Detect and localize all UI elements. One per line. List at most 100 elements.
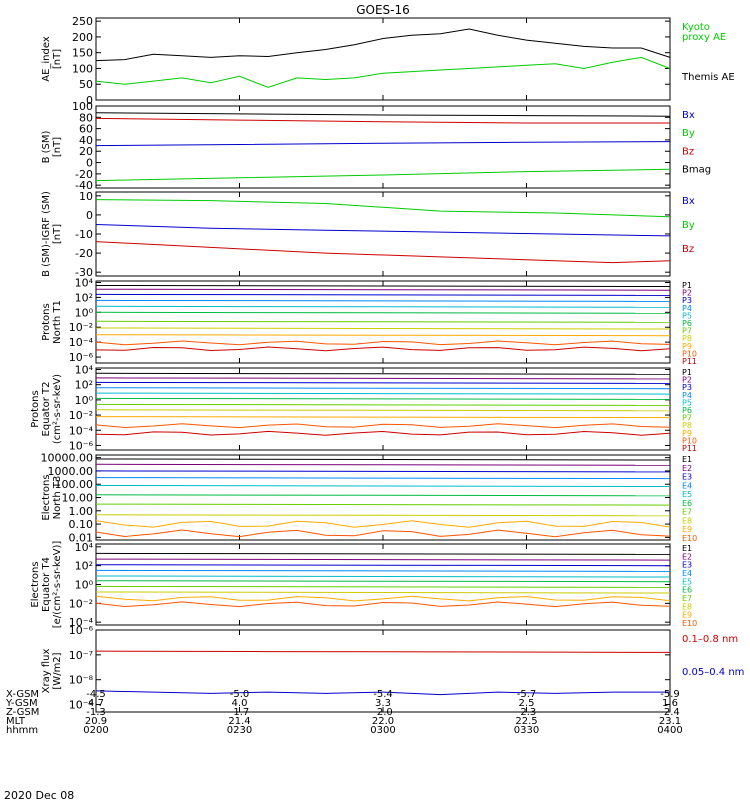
y-tick-label: 10⁻⁷ xyxy=(69,649,93,662)
y-tick-label: 10⁴ xyxy=(75,276,94,289)
series-black xyxy=(95,112,671,117)
channel-line-P3 xyxy=(95,381,671,384)
y-tick-label: 10⁰ xyxy=(75,579,94,592)
y-tick-label: 80 xyxy=(79,111,93,124)
panel-bigrf: 10 0 -10 -20 -30 B (SM)-IGRF (SM) [nT] Bx By Bz xyxy=(41,190,695,279)
series-red xyxy=(95,650,671,653)
y-tick-label: 10 xyxy=(79,190,93,203)
y-axis-label: B (SM) xyxy=(41,130,52,163)
channel-line-P6 xyxy=(95,397,671,400)
y-tick-label: 10² xyxy=(75,379,93,392)
y-tick-label: 10² xyxy=(75,560,93,573)
y-tick-label: 10000.00 xyxy=(41,452,94,465)
x-row-label: X-GSM xyxy=(6,689,39,700)
channel-label: E10 xyxy=(682,619,697,628)
x-tick-value: 2.5 xyxy=(519,698,535,709)
channel-line-E10 xyxy=(95,601,671,608)
y-tick-label: 60 xyxy=(79,123,93,136)
y-tick-label: 10⁻⁶ xyxy=(69,439,94,452)
x-tick-value: -1.3 xyxy=(86,707,106,718)
channel-line-P4 xyxy=(95,299,671,302)
x-axis-labels: X-GSM -4.5 -5.0 -5.4 -5.7 -5.9 Y-GSM 4.7 4.0 3.3 2… xyxy=(5,689,683,736)
channel-line-E10 xyxy=(95,529,671,538)
channel-line-P10 xyxy=(95,340,671,346)
series-blue xyxy=(95,224,671,237)
y-tick-label: 10⁰ xyxy=(75,306,94,319)
panel-eequator: 10⁴ 10² 10⁰ 10⁻² 10⁻⁴ Electrons Equator T4 [e/(… xyxy=(30,541,697,630)
x-row-label: Z-GSM xyxy=(6,707,39,718)
legend-entry: Bz xyxy=(682,244,694,255)
channel-label: P9 xyxy=(682,429,692,438)
x-tick-value: 23.1 xyxy=(659,716,681,727)
y-axis-label: Electrons xyxy=(41,474,52,520)
channel-line-E4 xyxy=(95,569,671,572)
channel-label: P5 xyxy=(682,311,692,320)
y-tick-label: 10⁻⁴ xyxy=(69,336,94,349)
channel-line-P3 xyxy=(95,293,671,296)
channel-line-E8 xyxy=(95,591,671,594)
channel-label: P6 xyxy=(682,406,692,415)
channel-label: E5 xyxy=(682,577,692,586)
x-tick-value: -5.0 xyxy=(230,689,250,700)
y-axis-label: [W/m2] xyxy=(52,652,63,689)
channel-label: P1 xyxy=(682,281,692,290)
channel-label: P3 xyxy=(682,296,692,305)
channel-label: E2 xyxy=(682,464,692,473)
channel-label: P5 xyxy=(682,398,692,407)
y-axis-label: Equator T2 xyxy=(41,382,52,437)
channel-label: E3 xyxy=(682,473,692,482)
channel-line-E9 xyxy=(95,595,671,602)
channel-label: E6 xyxy=(682,499,692,508)
channel-line-P11 xyxy=(95,430,671,436)
series-green xyxy=(95,56,671,88)
y-tick-label: 150 xyxy=(72,47,93,60)
channel-line-P6 xyxy=(95,311,671,314)
panel-frame xyxy=(95,105,671,189)
x-tick-value: -2.3 xyxy=(517,707,537,718)
channel-line-E6 xyxy=(95,494,671,497)
y-tick-label: 1.00 xyxy=(69,505,94,518)
y-tick-label: 0.10 xyxy=(69,518,94,531)
y-tick-label: 0.01 xyxy=(69,531,94,544)
x-tick-value: 4.7 xyxy=(88,698,104,709)
series-green xyxy=(95,168,671,182)
x-tick-value: 22.5 xyxy=(515,716,537,727)
x-tick-value: 4.0 xyxy=(232,698,248,709)
channel-label: E1 xyxy=(682,455,692,464)
panel-xray: 10⁻⁶ 10⁻⁷ 10⁻⁸ 10⁻⁹ Xray flux [W/m2] 0.1–0.8 n… xyxy=(41,624,744,713)
y-axis-label: Protons xyxy=(30,390,41,427)
y-tick-label: -40 xyxy=(75,179,93,192)
x-tick-value: 0230 xyxy=(227,725,252,736)
x-row-label: Y-GSM xyxy=(5,698,38,709)
x-tick-value: 0330 xyxy=(514,725,539,736)
channel-line-E3 xyxy=(95,470,671,473)
channel-line-E1 xyxy=(95,458,671,461)
channel-line-P2 xyxy=(95,288,671,291)
date-label: 2020 Dec 08 xyxy=(4,789,74,800)
y-tick-label: -20 xyxy=(75,247,93,260)
y-axis-label: Equator T4 xyxy=(41,557,52,612)
legend-entry: Bz xyxy=(682,146,694,157)
y-tick-label: 10⁻⁸ xyxy=(69,674,94,687)
series-blue xyxy=(95,690,670,696)
x-tick-value: -2.0 xyxy=(373,707,393,718)
y-tick-label: 50 xyxy=(79,78,93,91)
channel-label: E9 xyxy=(682,525,692,534)
y-axis-label: [nT] xyxy=(52,137,63,157)
y-tick-label: 0 xyxy=(86,94,93,107)
channel-line-E5 xyxy=(95,485,671,487)
y-tick-label: 10⁻⁴ xyxy=(69,616,94,629)
y-axis-label: (cm²-s-sr-keV) xyxy=(52,374,63,444)
channel-label: E1 xyxy=(682,544,692,553)
y-axis-label: North T1 xyxy=(52,300,63,344)
channel-label: P6 xyxy=(682,319,692,328)
channel-label: P10 xyxy=(682,349,697,358)
y-tick-label: -20 xyxy=(75,168,93,181)
y-tick-label: 100 xyxy=(72,100,93,113)
y-axis-label: [nT] xyxy=(52,49,63,69)
channel-line-E2 xyxy=(95,558,671,561)
channel-label: P8 xyxy=(682,334,692,343)
channel-label: E7 xyxy=(682,594,692,603)
channel-label: E6 xyxy=(682,586,692,595)
